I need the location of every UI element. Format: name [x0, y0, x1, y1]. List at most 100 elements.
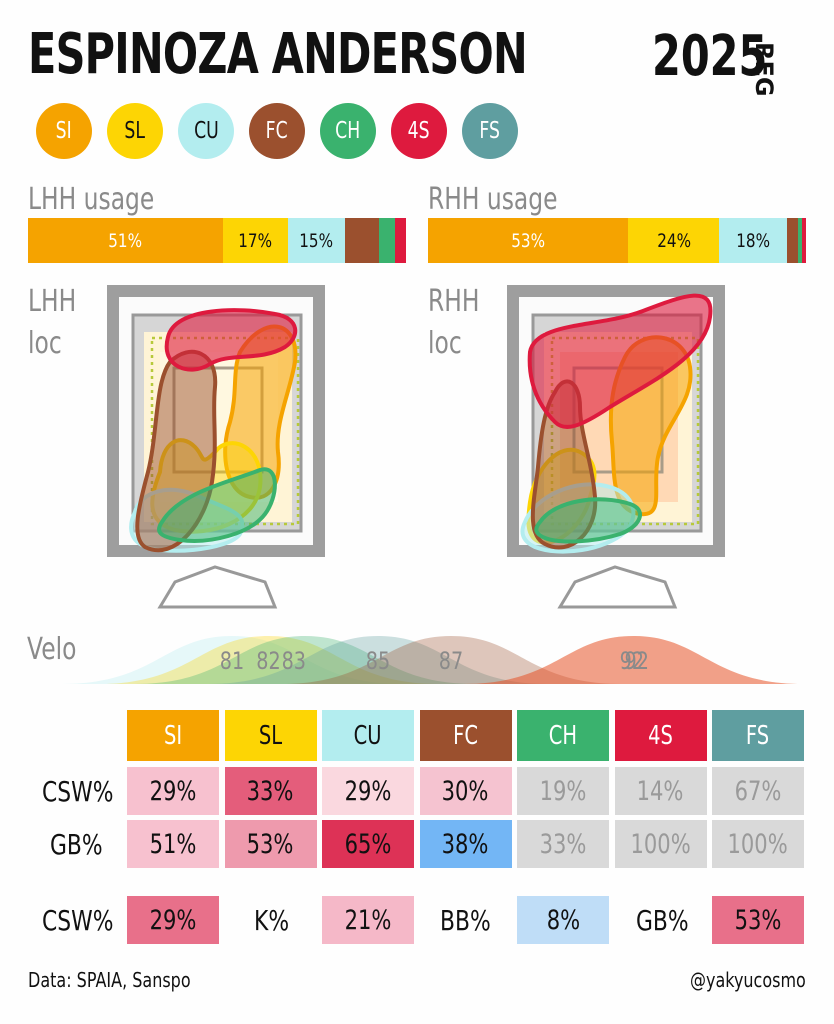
ch-contour [157, 467, 277, 543]
table-cell-value: 30% [442, 775, 489, 807]
table-row-label: GB% [50, 820, 118, 868]
summary-label-csw: CSW% [42, 896, 134, 944]
table-header-label: CH [548, 720, 578, 751]
usage-segment-fc [787, 218, 799, 263]
legend-badge-cu: CU [178, 103, 234, 159]
table-cell-value: 29% [344, 775, 392, 807]
table-header-label: 4S [648, 720, 673, 751]
velo-curve-si [463, 636, 804, 684]
table-cell-value: 14% [637, 775, 684, 807]
summary-value-gb: 53% [712, 896, 804, 944]
lhh-loc-label-1: LHH [28, 284, 77, 319]
season-type: REG [750, 42, 778, 97]
table-cell: 30% [419, 767, 512, 815]
table-cell: 19% [517, 767, 609, 815]
table-cell: 38% [419, 820, 512, 868]
summary-label-text: CSW% [42, 903, 114, 937]
usage-segment-si: 53% [428, 218, 629, 263]
rhh-usage-label: RHH usage [428, 182, 558, 217]
velo-curve-sl [98, 636, 439, 684]
table-cell: 14% [614, 767, 707, 815]
usage-segment-ch [798, 218, 803, 263]
usage-segment-cu: 15% [287, 218, 345, 263]
table-cell-value: 29% [149, 775, 197, 807]
usage-segment-label: 53% [511, 229, 546, 252]
rhh-loc-label-1: RHH [428, 284, 480, 319]
legend-badge-sl: SL [107, 103, 163, 159]
summary-label-gb: GB% [636, 896, 704, 944]
table-cell: 100% [712, 820, 804, 868]
table-cell-value: 33% [247, 775, 294, 807]
velo-peak-label-ch: 83 [282, 648, 306, 676]
legend-badge-si: SI [36, 103, 92, 159]
summary-label-text: K% [254, 903, 290, 937]
usage-segment-label: 51% [108, 229, 143, 252]
table-cell-value: 19% [539, 775, 587, 807]
legend-badge-4s: 4S [391, 103, 447, 159]
usage-segment-si: 51% [28, 218, 223, 263]
usage-segment-label: 24% [656, 229, 691, 252]
velo-curve-4s [463, 636, 804, 684]
table-cell: 65% [322, 820, 414, 868]
table-cell-value: 33% [539, 828, 587, 860]
season-year: 2025 [652, 24, 768, 89]
table-cell: 33% [517, 820, 609, 868]
velo-peak-label-4s: 92 [624, 648, 648, 676]
legend-badge-label: 4S [408, 118, 430, 144]
table-cell-value: 53% [247, 828, 294, 860]
row-label-text: GB% [50, 827, 103, 861]
legend-badge-fc: FC [249, 103, 305, 159]
lhh-loc-label-2: loc [28, 326, 62, 361]
table-header-label: FC [453, 720, 478, 751]
lhh-usage-bar: 51% 17% 15% [28, 218, 406, 263]
row-label-text: CSW% [42, 774, 114, 808]
summary-value-text: 21% [344, 904, 392, 936]
velo-peak-label-fc: 87 [439, 648, 463, 676]
table-header-label: SL [258, 720, 283, 751]
table-cell-value: 67% [734, 775, 782, 807]
velo-curve-fc [281, 636, 621, 684]
velo-peak-label-cu: 81 [220, 648, 244, 676]
rhh-loc-label-2: loc [428, 326, 462, 361]
table-header-sl: SL [224, 710, 317, 761]
rhh-location-chart [507, 285, 725, 609]
usage-segment-label: 18% [736, 229, 770, 252]
usage-segment-4s [802, 218, 806, 263]
table-cell-value: 38% [442, 828, 489, 860]
legend-badge-label: SI [55, 118, 73, 144]
4s-contour [527, 293, 713, 429]
velo-curve-cu [62, 636, 402, 684]
velo-peak-label-sl: 82 [256, 648, 280, 676]
ch-contour [534, 497, 642, 544]
velo-peak-label-fs: 85 [366, 648, 390, 676]
table-header-label: CU [354, 720, 382, 751]
table-cell-value: 65% [344, 828, 392, 860]
author-handle: @yakyucosmo [690, 968, 806, 992]
summary-value-csw: 29% [127, 896, 219, 944]
table-cell-value: 100% [727, 828, 789, 860]
summary-label-text: BB% [440, 903, 491, 937]
legend-badge-fs: FS [462, 103, 518, 159]
summary-value-text: 53% [734, 904, 782, 936]
usage-segment-label: 15% [299, 229, 334, 252]
table-row-label: CSW% [42, 767, 134, 815]
summary-value-k: 21% [322, 896, 414, 944]
home-plate [557, 565, 678, 609]
velo-label: Velo [27, 632, 77, 667]
table-header-cu: CU [322, 710, 414, 761]
table-header-fs: FS [712, 710, 804, 761]
usage-segment-fc [344, 218, 380, 263]
legend-badge-label: CH [335, 118, 361, 144]
summary-label-bb: BB% [440, 896, 505, 944]
lhh-location-chart [107, 285, 325, 609]
page-title: ESPINOZA ANDERSON [28, 22, 528, 87]
table-header-4s: 4S [614, 710, 707, 761]
table-cell: 100% [614, 820, 707, 868]
lhh-usage-label: LHH usage [28, 182, 155, 217]
table-cell: 67% [712, 767, 804, 815]
legend-badge-label: CU [193, 118, 219, 144]
rhh-usage-bar: 53% 24% 18% [428, 218, 806, 263]
legend-badge-ch: CH [320, 103, 376, 159]
legend-badge-label: SL [124, 118, 146, 144]
usage-segment-label: 17% [238, 229, 273, 252]
